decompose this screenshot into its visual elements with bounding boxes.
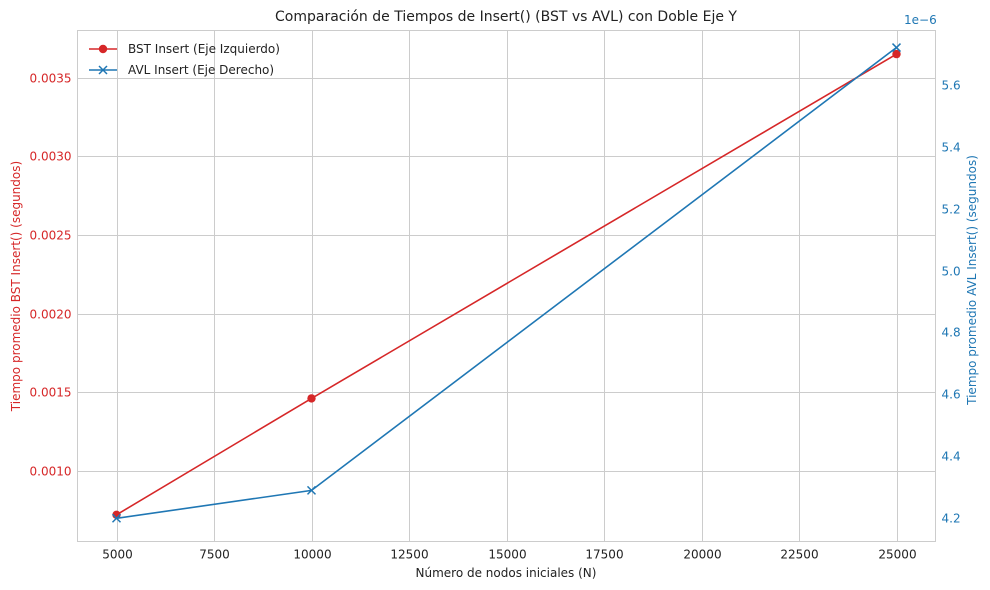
series-line-bst <box>116 53 897 516</box>
legend: BST Insert (Eje Izquierdo) AVL Insert (E… <box>89 42 280 77</box>
grid-layer <box>77 30 936 542</box>
legend-marker-bst <box>98 44 108 54</box>
x-tick-label: 5000 <box>102 548 133 562</box>
x-tick-label: 15000 <box>488 548 526 562</box>
right-y-tick-label: 4.6 <box>942 388 961 402</box>
x-tick-label: 17500 <box>585 548 623 562</box>
data-point-bst <box>892 49 901 59</box>
x-axis-title: Número de nodos iniciales (N) <box>416 566 597 580</box>
left-y-tick-label: 0.0030 <box>30 150 72 164</box>
data-point-avl <box>306 485 317 495</box>
left-y-tick-label: 0.0010 <box>30 465 72 479</box>
data-point-avl <box>891 43 902 53</box>
right-y-tick-label: 5.4 <box>942 141 961 155</box>
right-y-tick-label: 5.6 <box>942 79 961 93</box>
x-tick-label: 20000 <box>683 548 721 562</box>
right-y-tick-label: 5.0 <box>942 265 961 279</box>
data-point-bst <box>307 394 316 403</box>
right-y-axis-ticks: 4.2 4.4 4.6 4.8 5.0 5.2 5.4 5.6 <box>942 79 961 526</box>
right-axis-offset-label: 1e−6 <box>904 13 937 27</box>
right-y-tick-label: 4.4 <box>942 450 961 464</box>
legend-marker-avl <box>98 65 108 75</box>
x-tick-label: 10000 <box>293 548 331 562</box>
right-y-axis-title: Tiempo promedio AVL Insert() (segundos) <box>965 155 979 406</box>
x-tick-label: 7500 <box>199 548 230 562</box>
x-tick-label: 25000 <box>878 548 916 562</box>
left-y-tick-label: 0.0020 <box>30 308 72 322</box>
right-y-tick-label: 5.2 <box>942 203 961 217</box>
x-tick-label: 22500 <box>780 548 818 562</box>
x-axis-ticks: 5000 7500 10000 12500 15000 17500 20000 22500 25… <box>102 548 916 562</box>
legend-label-avl: AVL Insert (Eje Derecho) <box>128 63 274 77</box>
left-y-axis-title: Tiempo promedio BST Insert() (segundos) <box>9 161 23 412</box>
x-tick-label: 12500 <box>390 548 428 562</box>
right-y-tick-label: 4.2 <box>942 512 961 526</box>
chart-title: Comparación de Tiempos de Insert() (BST … <box>275 9 737 25</box>
legend-label-bst: BST Insert (Eje Izquierdo) <box>128 42 280 56</box>
series-layer <box>111 43 902 523</box>
left-y-tick-label: 0.0035 <box>30 72 72 86</box>
left-y-tick-label: 0.0025 <box>30 229 72 243</box>
data-point-avl <box>111 513 122 523</box>
left-y-axis-ticks: 0.0010 0.0015 0.0020 0.0025 0.0030 0.0035 <box>30 72 72 479</box>
plot-frame <box>77 30 936 542</box>
left-y-tick-label: 0.0015 <box>30 386 72 400</box>
right-y-tick-label: 4.8 <box>942 326 961 340</box>
